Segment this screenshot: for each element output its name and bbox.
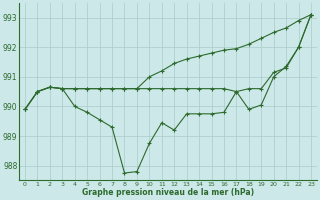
- X-axis label: Graphe pression niveau de la mer (hPa): Graphe pression niveau de la mer (hPa): [82, 188, 254, 197]
